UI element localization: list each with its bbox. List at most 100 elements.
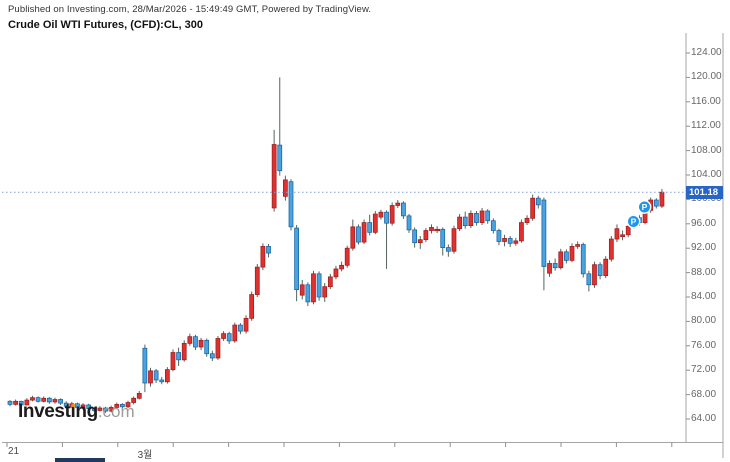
y-axis-label: 64.00 <box>691 413 717 424</box>
candle-up <box>468 213 474 227</box>
last-price-value: 101.18 <box>689 186 719 198</box>
time-axis[interactable] <box>0 443 723 462</box>
candle-up <box>254 266 260 295</box>
candle-up <box>434 228 440 232</box>
candle-down <box>63 402 69 407</box>
position-marker[interactable]: P <box>637 200 652 214</box>
candle-up <box>215 338 221 359</box>
candle-down <box>288 181 294 228</box>
partial-footer-bar <box>55 458 105 462</box>
candle-up <box>221 333 226 339</box>
candle-down <box>384 211 389 224</box>
x-axis-label: 3월 <box>137 450 153 461</box>
y-axis-label: 116.00 <box>691 95 721 107</box>
instrument-title: Crude Oil WTI Futures, (CFD):CL, 300 <box>8 19 203 31</box>
candle-up <box>243 317 249 332</box>
candle-down <box>159 379 165 383</box>
candle-up <box>97 407 103 411</box>
candle-down <box>209 353 215 359</box>
candle-up <box>52 399 58 403</box>
candle-down <box>474 213 479 223</box>
candle-up <box>524 217 530 223</box>
logo-suffix: .com <box>97 402 135 421</box>
candle-up <box>283 179 288 197</box>
y-axis-label: 80.00 <box>691 315 717 327</box>
candle-up <box>30 397 35 401</box>
candle-down <box>552 263 558 269</box>
candle-down <box>294 227 299 291</box>
candle-down <box>401 202 406 217</box>
candle-down <box>46 397 52 403</box>
candle-down <box>490 220 496 231</box>
candle-up <box>350 226 356 249</box>
candle-down <box>462 216 468 227</box>
y-axis-label: 104.00 <box>691 169 722 180</box>
candle-down <box>356 226 361 243</box>
candle-up <box>187 336 193 344</box>
investing-logo[interactable]: Investıng.com <box>18 401 135 423</box>
candle-down <box>238 324 243 332</box>
candle-up <box>530 197 536 219</box>
candle-up <box>24 399 30 406</box>
marker-label: P <box>631 217 637 227</box>
candle-down <box>316 273 322 298</box>
candle-up <box>344 247 350 266</box>
candle-up <box>13 400 18 405</box>
candle-down <box>412 229 418 244</box>
candle-up <box>249 294 255 319</box>
price-axis[interactable] <box>686 33 723 443</box>
logo-orange-dot-i: ı <box>70 401 76 422</box>
candle-up <box>148 370 153 384</box>
candle-up <box>423 230 429 241</box>
candle-up <box>569 245 575 261</box>
candle-down <box>305 284 311 303</box>
candle-up <box>395 202 401 206</box>
candle-up <box>41 397 47 402</box>
y-axis-label: 88.00 <box>691 266 717 278</box>
candle-up <box>164 369 170 383</box>
last-price-label: 101.18 <box>686 185 723 199</box>
candle-down <box>226 333 232 342</box>
y-axis-label: 84.00 <box>691 291 717 302</box>
candle-up <box>659 191 665 207</box>
marker-circle-icon[interactable] <box>626 214 641 229</box>
candle-up <box>592 264 597 286</box>
candle-up <box>136 393 142 399</box>
logo-text: Invest <box>18 401 71 422</box>
candle-down <box>266 245 271 254</box>
y-axis-label: 72.00 <box>691 364 717 376</box>
candle-up <box>479 210 485 223</box>
candle-up <box>575 244 580 247</box>
candle-down <box>277 144 283 172</box>
candle-up <box>513 240 519 244</box>
candle-down <box>445 247 451 252</box>
candle-down <box>541 199 547 267</box>
y-axis-label: 108.00 <box>691 144 722 156</box>
candle-up <box>625 225 631 236</box>
candle-down <box>485 210 491 222</box>
candle-down <box>75 403 80 408</box>
candle-down <box>176 352 181 361</box>
candle-down <box>193 336 198 348</box>
candle-up <box>547 263 552 274</box>
candle-up <box>378 211 384 218</box>
candle-down <box>507 238 513 244</box>
candle-up <box>299 284 305 296</box>
candle-up <box>389 205 395 224</box>
candle-up <box>339 264 344 270</box>
candle-down <box>7 400 13 405</box>
logo-text-end: ng <box>75 401 98 422</box>
candle-down <box>440 228 446 248</box>
candle-up <box>232 324 238 342</box>
marker-circle-icon[interactable] <box>637 200 652 214</box>
candle-down <box>18 400 24 406</box>
candle-up <box>429 227 434 231</box>
candle-up <box>260 245 266 268</box>
x-axis-label: 21 <box>8 446 20 457</box>
candle-up <box>417 239 423 244</box>
position-marker[interactable]: P <box>626 214 641 229</box>
y-axis-label: 124.00 <box>691 47 722 58</box>
candle-up <box>608 238 614 260</box>
